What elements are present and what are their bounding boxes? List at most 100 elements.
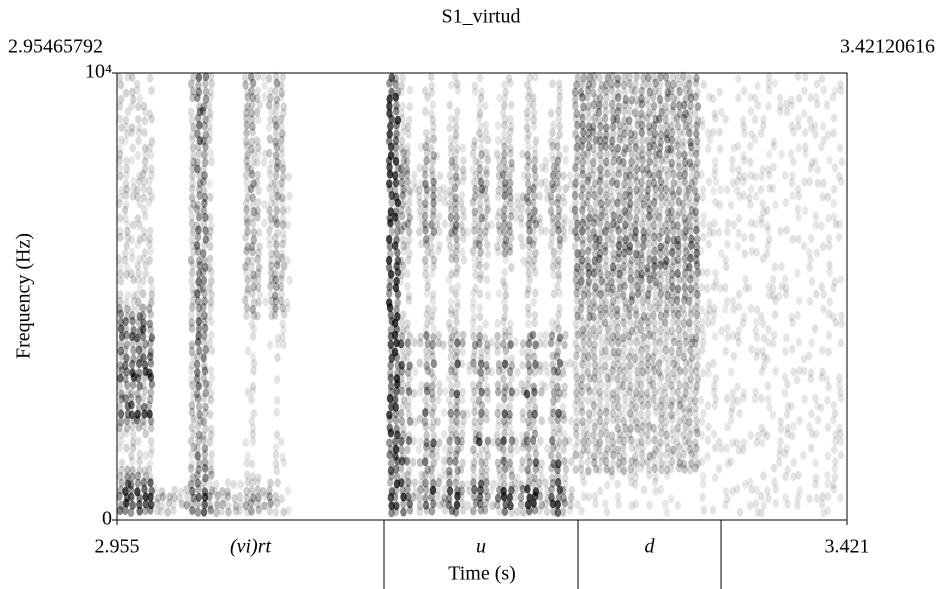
spectral-energy: [129, 457, 135, 466]
spectral-energy: [140, 184, 146, 193]
spectral-energy: [682, 283, 688, 292]
spectral-energy: [765, 241, 771, 250]
spectral-energy: [686, 129, 692, 138]
spectral-energy: [188, 205, 194, 214]
spectral-energy: [620, 444, 626, 453]
spectral-energy: [796, 296, 802, 305]
spectral-energy: [129, 128, 135, 137]
spectral-energy: [555, 261, 561, 270]
spectral-energy: [825, 347, 831, 356]
spectral-energy: [807, 115, 813, 124]
spectral-energy: [495, 192, 501, 201]
spectral-energy: [770, 410, 776, 419]
spectral-energy: [825, 506, 831, 515]
spectral-energy: [776, 291, 782, 300]
spectral-energy: [422, 170, 428, 179]
spectral-energy: [501, 121, 507, 130]
spectral-energy: [627, 318, 633, 327]
spectral-energy: [585, 290, 591, 299]
spectral-energy: [598, 430, 604, 439]
spectral-energy: [692, 451, 698, 460]
spectral-energy: [682, 255, 688, 264]
spectral-energy: [687, 324, 693, 333]
spectral-energy: [764, 431, 770, 440]
spectral-energy: [548, 485, 554, 494]
spectral-energy: [724, 297, 730, 306]
spectral-energy: [507, 332, 513, 341]
spectral-energy: [645, 436, 651, 445]
spectral-energy: [453, 269, 459, 278]
spectral-energy: [470, 464, 476, 473]
spectral-energy: [286, 192, 292, 201]
spectral-energy: [422, 471, 428, 480]
spectral-energy: [555, 415, 561, 424]
spectral-energy: [428, 72, 434, 81]
spectral-energy: [724, 394, 730, 403]
spectral-energy: [392, 331, 398, 340]
spectral-energy: [723, 262, 729, 271]
spectral-energy: [782, 275, 788, 284]
spectral-energy: [130, 443, 136, 452]
spectral-energy: [784, 410, 790, 419]
spectral-energy: [446, 123, 452, 132]
spectral-energy: [495, 247, 501, 256]
spectral-energy: [765, 226, 771, 235]
spectral-energy: [267, 340, 273, 349]
spectral-energy: [188, 464, 194, 473]
spectral-energy: [731, 352, 737, 361]
spectral-energy: [830, 283, 836, 292]
spectral-energy: [137, 94, 143, 103]
spectral-energy: [832, 163, 838, 172]
spectral-energy: [796, 94, 802, 103]
spectral-energy: [519, 361, 525, 370]
spectral-energy: [549, 198, 555, 207]
spectral-energy: [430, 100, 436, 109]
spectral-energy: [470, 332, 476, 341]
spectral-energy: [405, 339, 411, 348]
spectral-energy: [422, 226, 428, 235]
spectral-energy: [724, 185, 730, 194]
spectral-energy: [196, 402, 202, 411]
spectral-energy: [737, 508, 743, 517]
spectral-energy: [130, 143, 136, 152]
spectral-energy: [447, 457, 453, 466]
spectral-energy: [207, 438, 213, 447]
spectral-energy: [244, 459, 250, 468]
spectral-energy: [476, 339, 482, 348]
spectral-energy: [764, 206, 770, 215]
spectral-energy: [460, 234, 466, 243]
spectral-energy: [699, 283, 705, 292]
spectral-energy: [771, 331, 777, 340]
spectral-energy: [404, 241, 410, 250]
spectral-energy: [243, 129, 249, 138]
spectral-energy: [604, 170, 610, 179]
spectral-energy: [585, 247, 591, 256]
spectral-energy: [202, 324, 208, 333]
spectral-energy: [806, 494, 812, 503]
spectral-energy: [699, 417, 705, 426]
spectral-energy: [585, 226, 591, 235]
spectral-energy: [716, 464, 722, 473]
spectral-energy: [128, 235, 134, 244]
spectral-energy: [681, 465, 687, 474]
spectral-energy: [519, 241, 525, 250]
spectral-energy: [681, 101, 687, 110]
spectral-energy: [556, 114, 562, 123]
spectral-energy: [783, 290, 789, 299]
spectral-energy: [824, 479, 830, 488]
spectral-energy: [417, 485, 423, 494]
spectral-energy: [202, 79, 208, 88]
spectral-energy: [395, 290, 401, 299]
spectral-energy: [656, 115, 662, 124]
spectral-energy: [735, 228, 741, 237]
spectral-energy: [243, 205, 249, 214]
spectral-energy: [838, 339, 844, 348]
spectral-energy: [794, 501, 800, 510]
spectral-energy: [129, 473, 135, 482]
spectral-energy: [555, 310, 561, 319]
spectral-energy: [242, 438, 248, 447]
spectral-energy: [760, 319, 766, 328]
spectral-energy: [826, 241, 832, 250]
spectral-energy: [441, 198, 447, 207]
spectral-energy: [148, 276, 154, 285]
